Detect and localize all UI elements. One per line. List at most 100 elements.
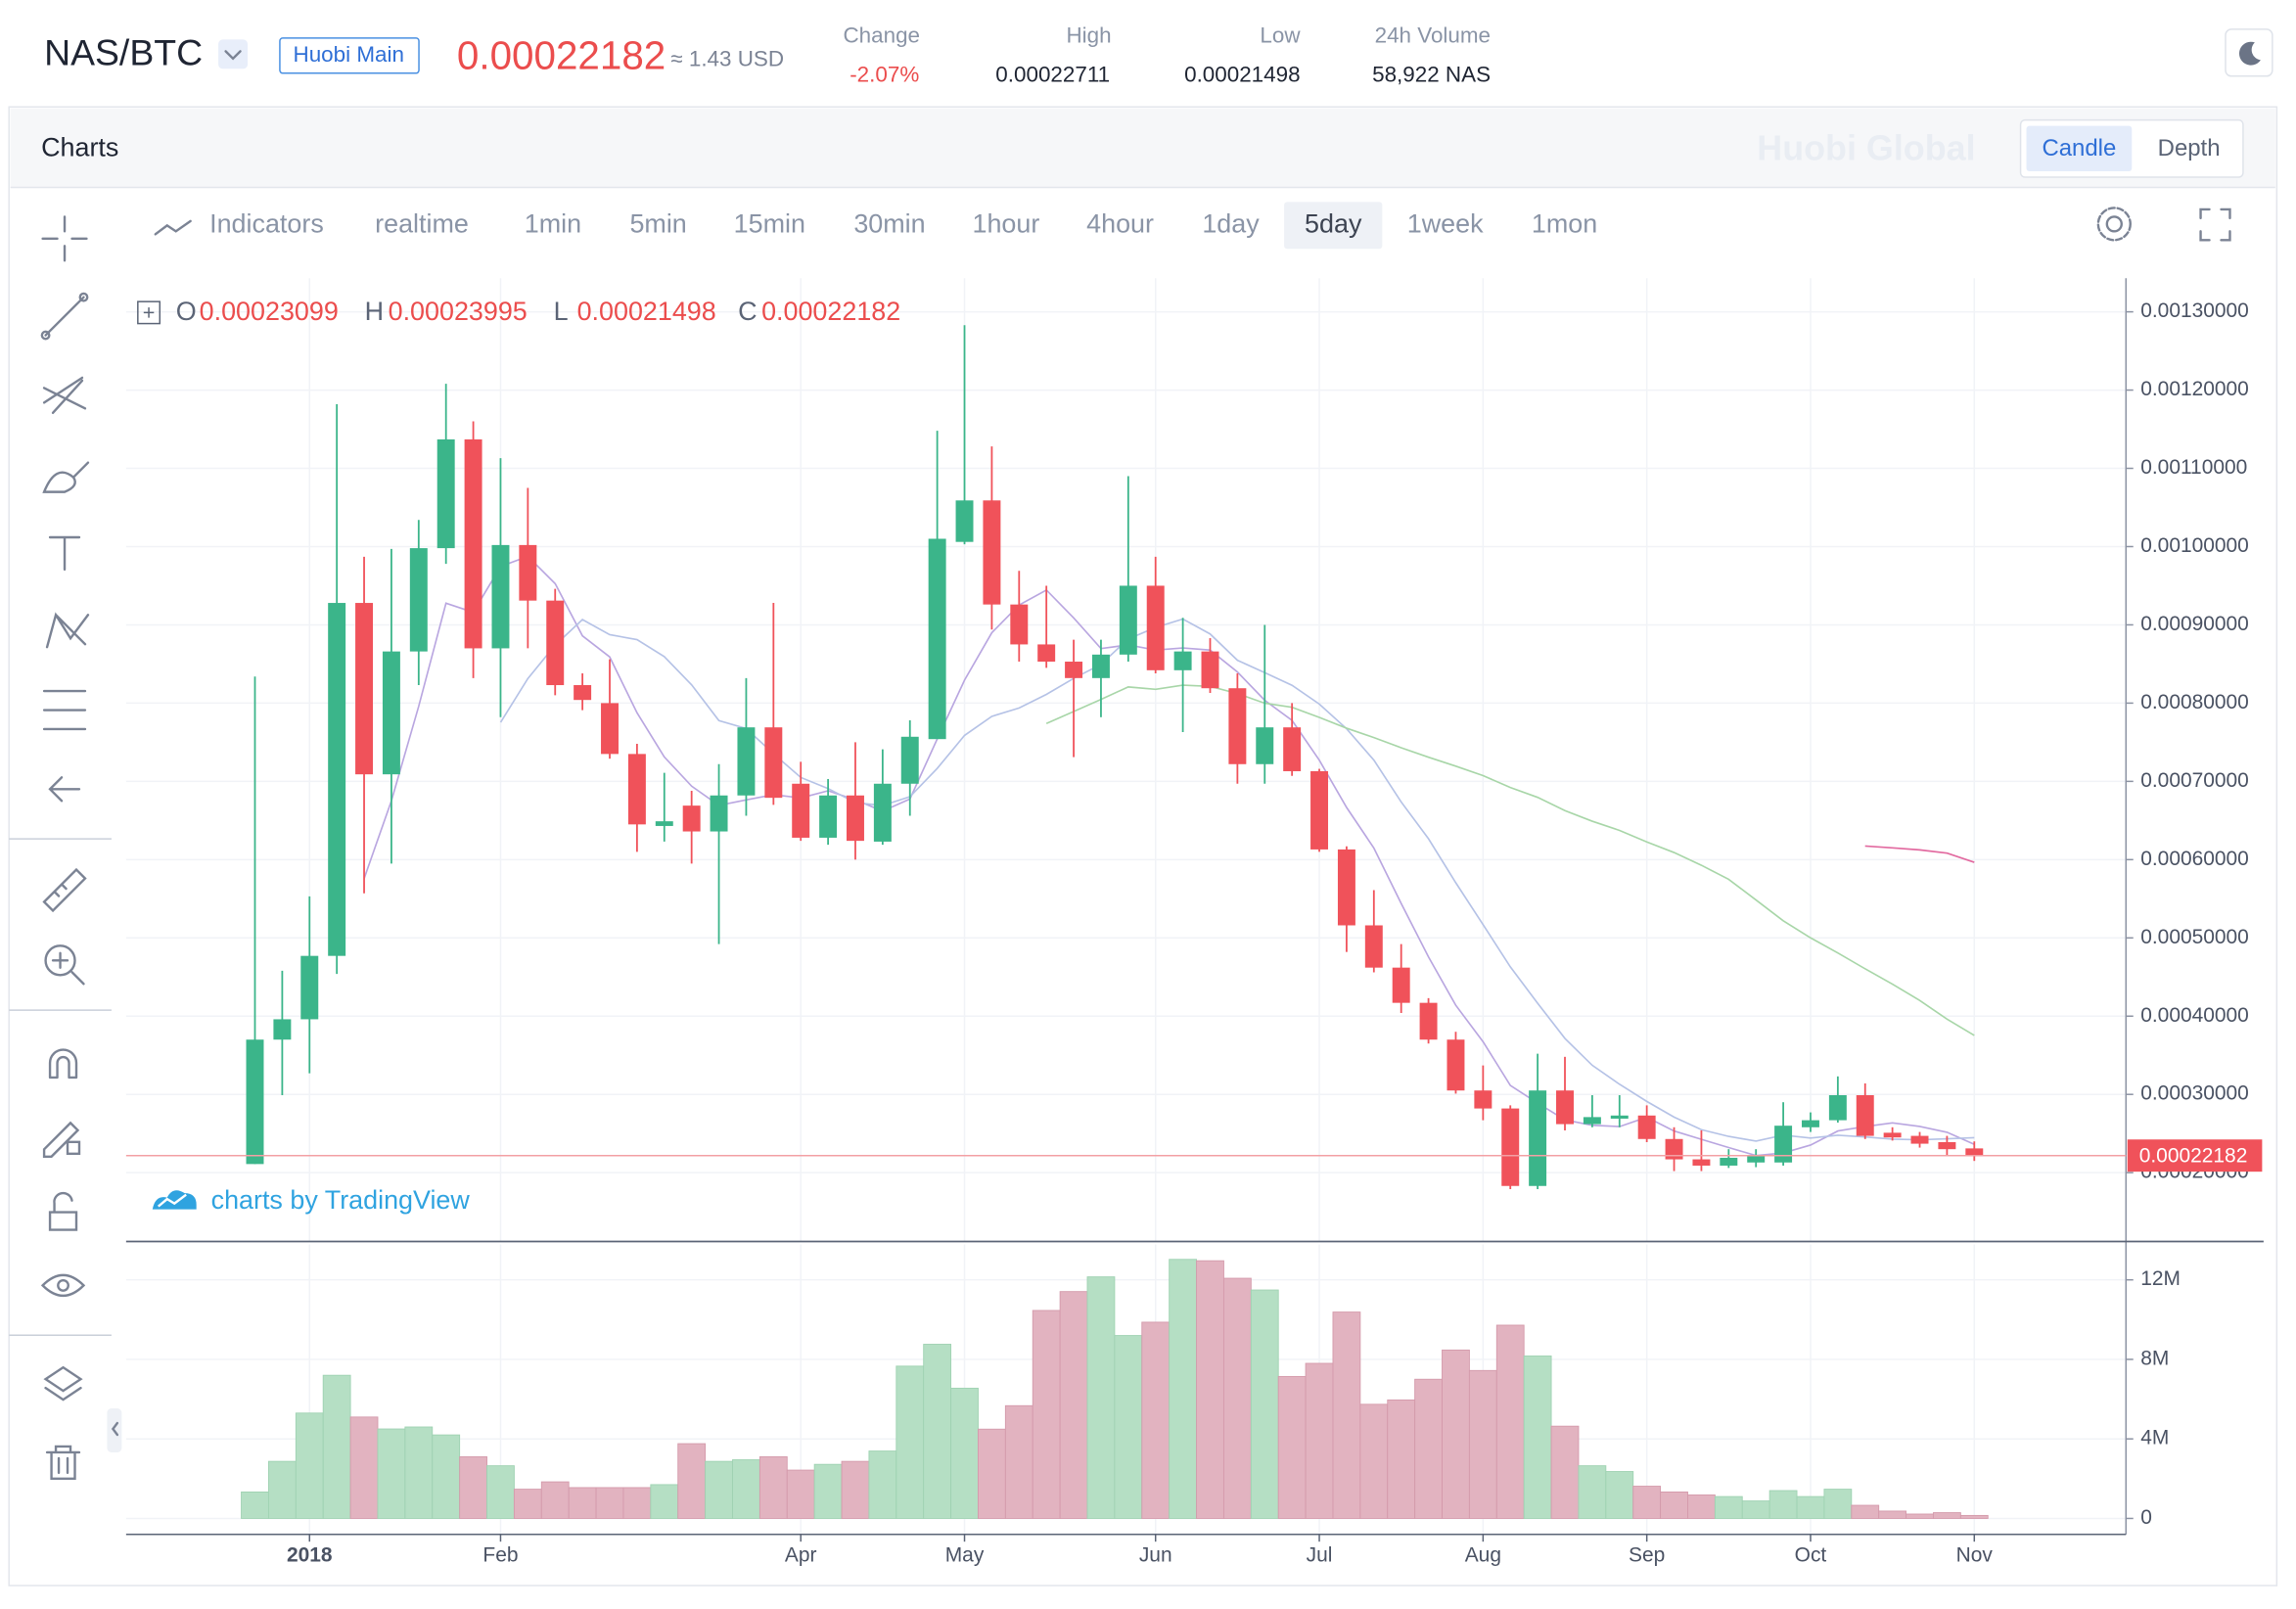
candle-body bbox=[1146, 585, 1165, 670]
tradingview-logo[interactable] bbox=[152, 1190, 197, 1210]
icon-part bbox=[78, 292, 89, 302]
candle-body bbox=[928, 538, 946, 740]
candle-body bbox=[1856, 1095, 1874, 1136]
interval-button[interactable]: 5min bbox=[629, 208, 686, 238]
icon-part bbox=[137, 300, 161, 325]
icon-part bbox=[43, 1365, 83, 1402]
icon-part bbox=[2105, 215, 2123, 233]
volume-bar bbox=[732, 1459, 760, 1519]
icon-part bbox=[111, 1421, 119, 1437]
icon-part bbox=[48, 1048, 78, 1080]
volume-bar bbox=[1468, 1369, 1497, 1519]
candle-body bbox=[655, 821, 673, 826]
indicators-button[interactable]: Indicators bbox=[209, 208, 324, 238]
y-tick-label: 0.00040000 bbox=[2140, 1004, 2249, 1027]
candle-body bbox=[382, 651, 400, 775]
ohlc-label: C bbox=[738, 297, 757, 326]
legend-toggle[interactable] bbox=[137, 300, 161, 325]
volume-bar bbox=[267, 1460, 297, 1519]
candle-body bbox=[246, 1039, 264, 1165]
credit[interactable]: charts by TradingView bbox=[211, 1185, 471, 1215]
candle-body bbox=[1965, 1148, 1984, 1156]
candle-body bbox=[1828, 1095, 1847, 1121]
settings-icon[interactable] bbox=[2096, 207, 2132, 242]
volume-bar bbox=[1305, 1362, 1334, 1519]
candle-body bbox=[491, 544, 510, 649]
volume-bar bbox=[1414, 1378, 1443, 1519]
stat-label: High bbox=[1066, 23, 1111, 47]
icon-part bbox=[279, 37, 420, 74]
volume-bar bbox=[1059, 1291, 1088, 1519]
x-tick-label: Nov bbox=[1956, 1544, 1994, 1567]
interval-button[interactable]: 5day bbox=[1305, 208, 1362, 238]
interval-button[interactable]: 1mon bbox=[1532, 208, 1597, 238]
volume-bar bbox=[1523, 1356, 1552, 1519]
candle-body bbox=[1938, 1141, 1956, 1150]
ohlc-label: O bbox=[176, 297, 197, 326]
icon-part bbox=[48, 535, 81, 572]
volume-bar bbox=[1933, 1512, 1961, 1519]
volume-bar bbox=[1004, 1404, 1033, 1519]
y-tick-label: 0.00080000 bbox=[2140, 691, 2249, 713]
interval-button[interactable]: 1week bbox=[1407, 208, 1484, 238]
interval-button[interactable]: 1min bbox=[525, 208, 581, 238]
volume-bar bbox=[1387, 1399, 1416, 1519]
price-usd: ≈ 1.43 USD bbox=[670, 46, 784, 70]
interval-button[interactable]: 15min bbox=[734, 208, 805, 238]
theme-toggle[interactable] bbox=[2225, 28, 2273, 77]
interval-button[interactable]: 1hour bbox=[972, 208, 1039, 238]
candle-body bbox=[1037, 644, 1056, 663]
icon-part bbox=[40, 330, 51, 341]
view-button[interactable]: Candle bbox=[2042, 135, 2116, 161]
candle-body bbox=[1637, 1115, 1656, 1139]
candle-body bbox=[1364, 925, 1383, 968]
interval-button[interactable]: 30min bbox=[853, 208, 925, 238]
interval-button[interactable]: 4hour bbox=[1086, 208, 1154, 238]
candle-body bbox=[764, 727, 783, 799]
candle-body bbox=[1119, 585, 1137, 655]
icon-part bbox=[2238, 41, 2261, 66]
icon-part bbox=[42, 1121, 81, 1158]
candle-body bbox=[1501, 1108, 1520, 1186]
volume-bar bbox=[1032, 1310, 1061, 1519]
ohlc-value: 0.00023995 bbox=[389, 297, 528, 326]
candle-body bbox=[409, 548, 428, 652]
pair: NAS/BTC bbox=[44, 32, 203, 73]
icon-part bbox=[40, 1273, 86, 1298]
volume-bar bbox=[540, 1481, 570, 1519]
pair-dropdown[interactable] bbox=[218, 39, 249, 69]
candle-body bbox=[328, 603, 346, 956]
y-tick-label: 0.00120000 bbox=[2140, 378, 2249, 400]
volume-bar bbox=[1768, 1490, 1798, 1519]
fullscreen-icon[interactable] bbox=[2199, 207, 2231, 242]
icon-part bbox=[42, 461, 90, 493]
candle-body bbox=[1065, 662, 1083, 678]
icon-part bbox=[48, 776, 81, 803]
x-tick-label: Jun bbox=[1139, 1544, 1172, 1567]
exchange-badge[interactable]: Huobi Main bbox=[279, 37, 420, 74]
interval-button[interactable]: 1day bbox=[1202, 208, 1260, 238]
y-tick-label: 0.00030000 bbox=[2140, 1082, 2249, 1105]
candle-body bbox=[1883, 1132, 1902, 1138]
candle-body bbox=[601, 703, 619, 755]
stat-label: Change bbox=[843, 23, 920, 47]
volume-bar bbox=[1687, 1494, 1716, 1519]
volume-bar bbox=[377, 1428, 406, 1519]
volume-bar bbox=[322, 1374, 351, 1519]
icon-part bbox=[224, 50, 242, 61]
candle-body bbox=[682, 805, 701, 832]
interval-button[interactable]: realtime bbox=[375, 208, 469, 238]
panel-title: Charts bbox=[41, 133, 118, 162]
candle-body bbox=[1583, 1117, 1601, 1125]
ohlc-label: H bbox=[365, 297, 384, 326]
icon-part bbox=[51, 951, 85, 986]
price: 0.00022182 bbox=[457, 33, 666, 78]
candle-body bbox=[900, 736, 919, 784]
volume-bar bbox=[1959, 1514, 1989, 1519]
view-button[interactable]: Depth bbox=[2158, 135, 2221, 161]
candle-body bbox=[710, 795, 728, 832]
stat-label: 24h Volume bbox=[1375, 23, 1491, 47]
volume-bar bbox=[1114, 1335, 1143, 1519]
volume-bar bbox=[1086, 1276, 1116, 1519]
